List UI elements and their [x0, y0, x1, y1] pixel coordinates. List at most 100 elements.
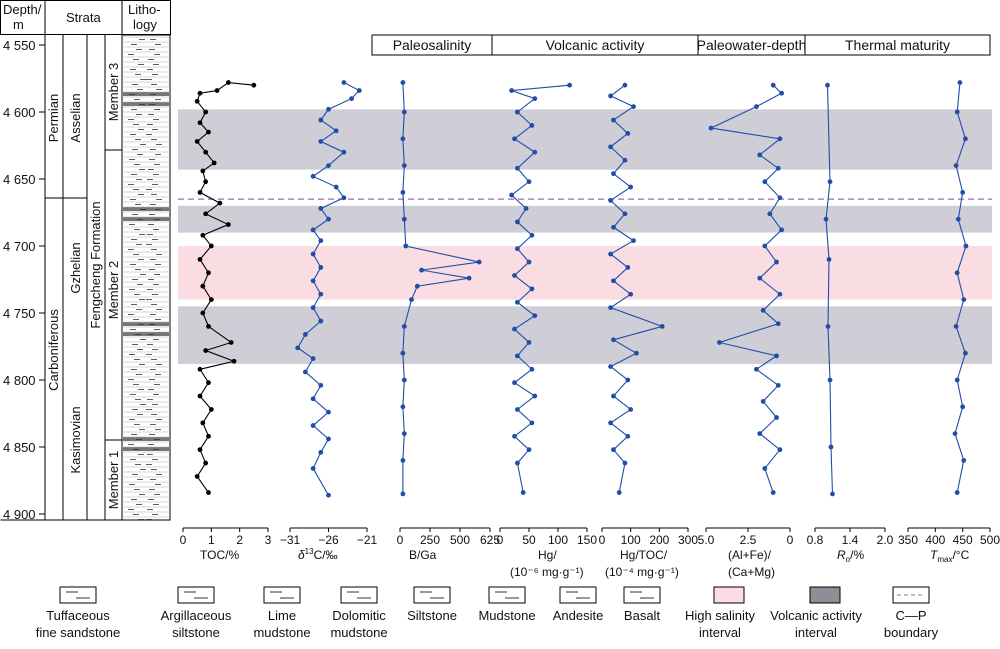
- strata-header: Strata: [66, 10, 101, 25]
- depth-tick-label: 4 900: [3, 507, 36, 522]
- data-point: [206, 490, 211, 495]
- data-point: [622, 460, 628, 466]
- series-line: [954, 82, 967, 493]
- data-point: [608, 420, 613, 426]
- legend-swatch: [713, 586, 745, 604]
- data-point: [403, 243, 409, 249]
- data-point: [628, 184, 634, 190]
- data-point: [754, 366, 759, 372]
- data-point: [608, 198, 613, 203]
- data-point: [779, 227, 784, 233]
- track-d13c: −31 −26 −21: [280, 80, 378, 547]
- data-point: [774, 259, 779, 265]
- x-tick-label: −26: [318, 533, 339, 547]
- lithology-header-2: logy: [133, 17, 157, 32]
- data-point: [401, 216, 407, 222]
- data-point: [827, 179, 833, 185]
- data-point: [318, 449, 324, 455]
- data-point: [341, 195, 347, 201]
- data-point: [206, 380, 211, 386]
- member-1: Member 1: [106, 451, 121, 510]
- xlabel-hgtoc-1: Hg/TOC/: [620, 548, 668, 562]
- depth-axis: 4 550 4 600 4 650 4 700 4 750 4 800 4 850 4 900: [3, 38, 45, 522]
- data-point: [953, 324, 959, 329]
- data-point: [400, 190, 406, 195]
- data-point: [214, 88, 220, 93]
- lithology-layer: [123, 217, 169, 221]
- data-point: [622, 157, 628, 163]
- group-header-label: Paleowater-depth: [697, 37, 807, 53]
- data-point: [228, 340, 234, 345]
- data-point: [318, 117, 324, 123]
- data-point: [401, 163, 407, 169]
- data-point: [625, 433, 631, 439]
- data-point: [757, 431, 763, 436]
- data-point: [197, 90, 203, 96]
- data-point: [512, 273, 517, 278]
- data-point: [200, 420, 206, 426]
- lithology-layer: [123, 102, 169, 106]
- legend-label: Siltstone: [407, 608, 457, 623]
- member-2: Member 2: [106, 261, 121, 320]
- data-point: [828, 444, 834, 450]
- data-point: [757, 152, 763, 158]
- x-tick-label: 2.5: [740, 533, 757, 547]
- data-point: [341, 149, 347, 155]
- track-bga: 0 250 500 625: [397, 80, 500, 547]
- data-point: [203, 149, 209, 155]
- data-point: [303, 369, 308, 375]
- x-tick-label: 5.0: [698, 533, 715, 547]
- data-point: [532, 393, 538, 399]
- data-point: [310, 278, 316, 284]
- data-point: [526, 259, 532, 265]
- x-tick-label: 350: [898, 533, 918, 547]
- depth-tick-label: 4 550: [3, 38, 36, 53]
- data-point: [318, 265, 324, 270]
- data-point: [326, 492, 331, 498]
- data-point: [762, 466, 768, 471]
- data-point: [515, 219, 520, 225]
- track-toc: 0 1 2 3: [180, 80, 272, 547]
- data-point: [625, 265, 631, 270]
- data-point: [775, 321, 781, 327]
- data-point: [961, 297, 967, 302]
- data-point: [295, 345, 301, 351]
- data-point: [777, 291, 783, 297]
- legend-label: Basalt: [624, 608, 661, 623]
- data-point: [608, 305, 613, 311]
- xlabel-alfe-2: (Ca+Mg): [728, 565, 775, 579]
- data-point: [957, 80, 963, 85]
- period-permian: Permian: [46, 94, 61, 142]
- legend-swatch: [559, 586, 597, 604]
- x-tick-label: 0: [397, 533, 404, 547]
- series-line: [609, 84, 665, 493]
- data-point: [960, 404, 966, 410]
- xlabel-hg-2: (10⁻⁶ mg·g⁻¹): [510, 565, 584, 579]
- lithology-header-1: Litho-: [128, 2, 161, 17]
- data-point: [197, 447, 203, 453]
- depth-tick-label: 4 850: [3, 440, 36, 455]
- data-point: [231, 358, 237, 364]
- data-point: [777, 195, 783, 201]
- stage-asselian: Asselian: [68, 93, 83, 142]
- data-point: [523, 206, 529, 211]
- x-tick-label: 0: [497, 533, 504, 547]
- x-tick-label: 500: [450, 533, 470, 547]
- data-point: [529, 420, 535, 426]
- lithology-layer: [123, 92, 169, 96]
- data-point: [762, 243, 768, 249]
- legend-swatch: [488, 586, 526, 604]
- xlabel-hgtoc-2: (10⁻⁴ mg·g⁻¹): [605, 565, 679, 579]
- data-point: [401, 109, 407, 115]
- data-point: [515, 299, 520, 305]
- legend-label: Dolomitic: [332, 608, 386, 623]
- data-point: [631, 104, 636, 110]
- data-point: [611, 278, 616, 284]
- track-ro: 0.8 1.4 2.0: [807, 82, 894, 547]
- data-point: [529, 286, 535, 292]
- data-point: [326, 436, 331, 442]
- legend-item-boundary: C—P boundary: [884, 586, 939, 640]
- data-point: [310, 466, 316, 471]
- data-point: [954, 490, 960, 495]
